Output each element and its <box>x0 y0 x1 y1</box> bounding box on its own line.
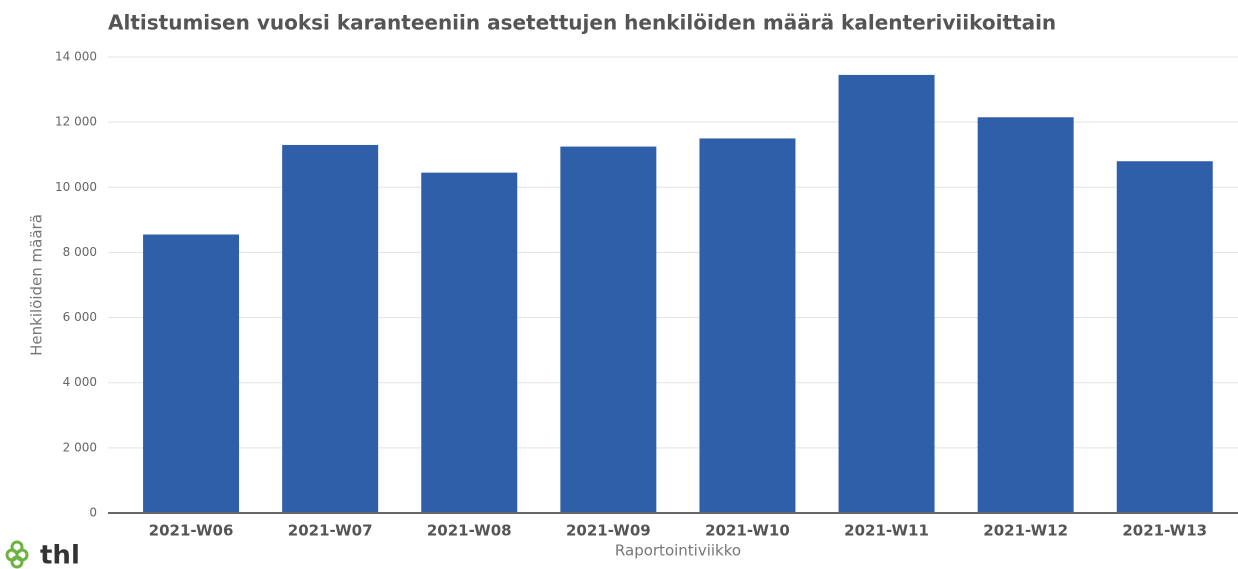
bar <box>1116 161 1213 513</box>
bar <box>699 138 796 513</box>
x-tick-label: 2021-W11 <box>844 522 929 540</box>
logo-text: thl <box>40 541 80 569</box>
x-tick-label: 2021-W12 <box>983 522 1068 540</box>
logo-icon <box>10 555 24 569</box>
bar <box>977 117 1074 513</box>
y-tick-label: 2 000 <box>63 440 97 454</box>
y-axis-label: Henkilöiden määrä <box>28 214 46 356</box>
x-tick-label: 2021-W13 <box>1122 522 1207 540</box>
x-axis-label: Raportointiviikko <box>615 542 741 560</box>
bar <box>560 146 657 514</box>
y-tick-label: 0 <box>89 506 97 520</box>
x-tick-label: 2021-W07 <box>288 522 373 540</box>
bar <box>421 172 518 513</box>
y-tick-label: 4 000 <box>63 375 97 389</box>
x-tick-label: 2021-W06 <box>149 522 234 540</box>
y-tick-label: 8 000 <box>63 245 97 259</box>
y-tick-label: 6 000 <box>63 310 97 324</box>
x-tick-label: 2021-W08 <box>427 522 512 540</box>
chart-title: Altistumisen vuoksi karanteeniin asetett… <box>108 11 1056 35</box>
bar <box>838 74 935 514</box>
x-tick-label: 2021-W09 <box>566 522 651 540</box>
y-tick-label: 14 000 <box>55 50 97 64</box>
bar <box>282 144 379 513</box>
logo: thl <box>5 540 80 569</box>
y-tick-label: 10 000 <box>55 180 97 194</box>
y-tick-label: 12 000 <box>55 115 97 129</box>
x-tick-label: 2021-W10 <box>705 522 790 540</box>
bar <box>143 234 240 513</box>
logo-icon <box>10 540 24 554</box>
